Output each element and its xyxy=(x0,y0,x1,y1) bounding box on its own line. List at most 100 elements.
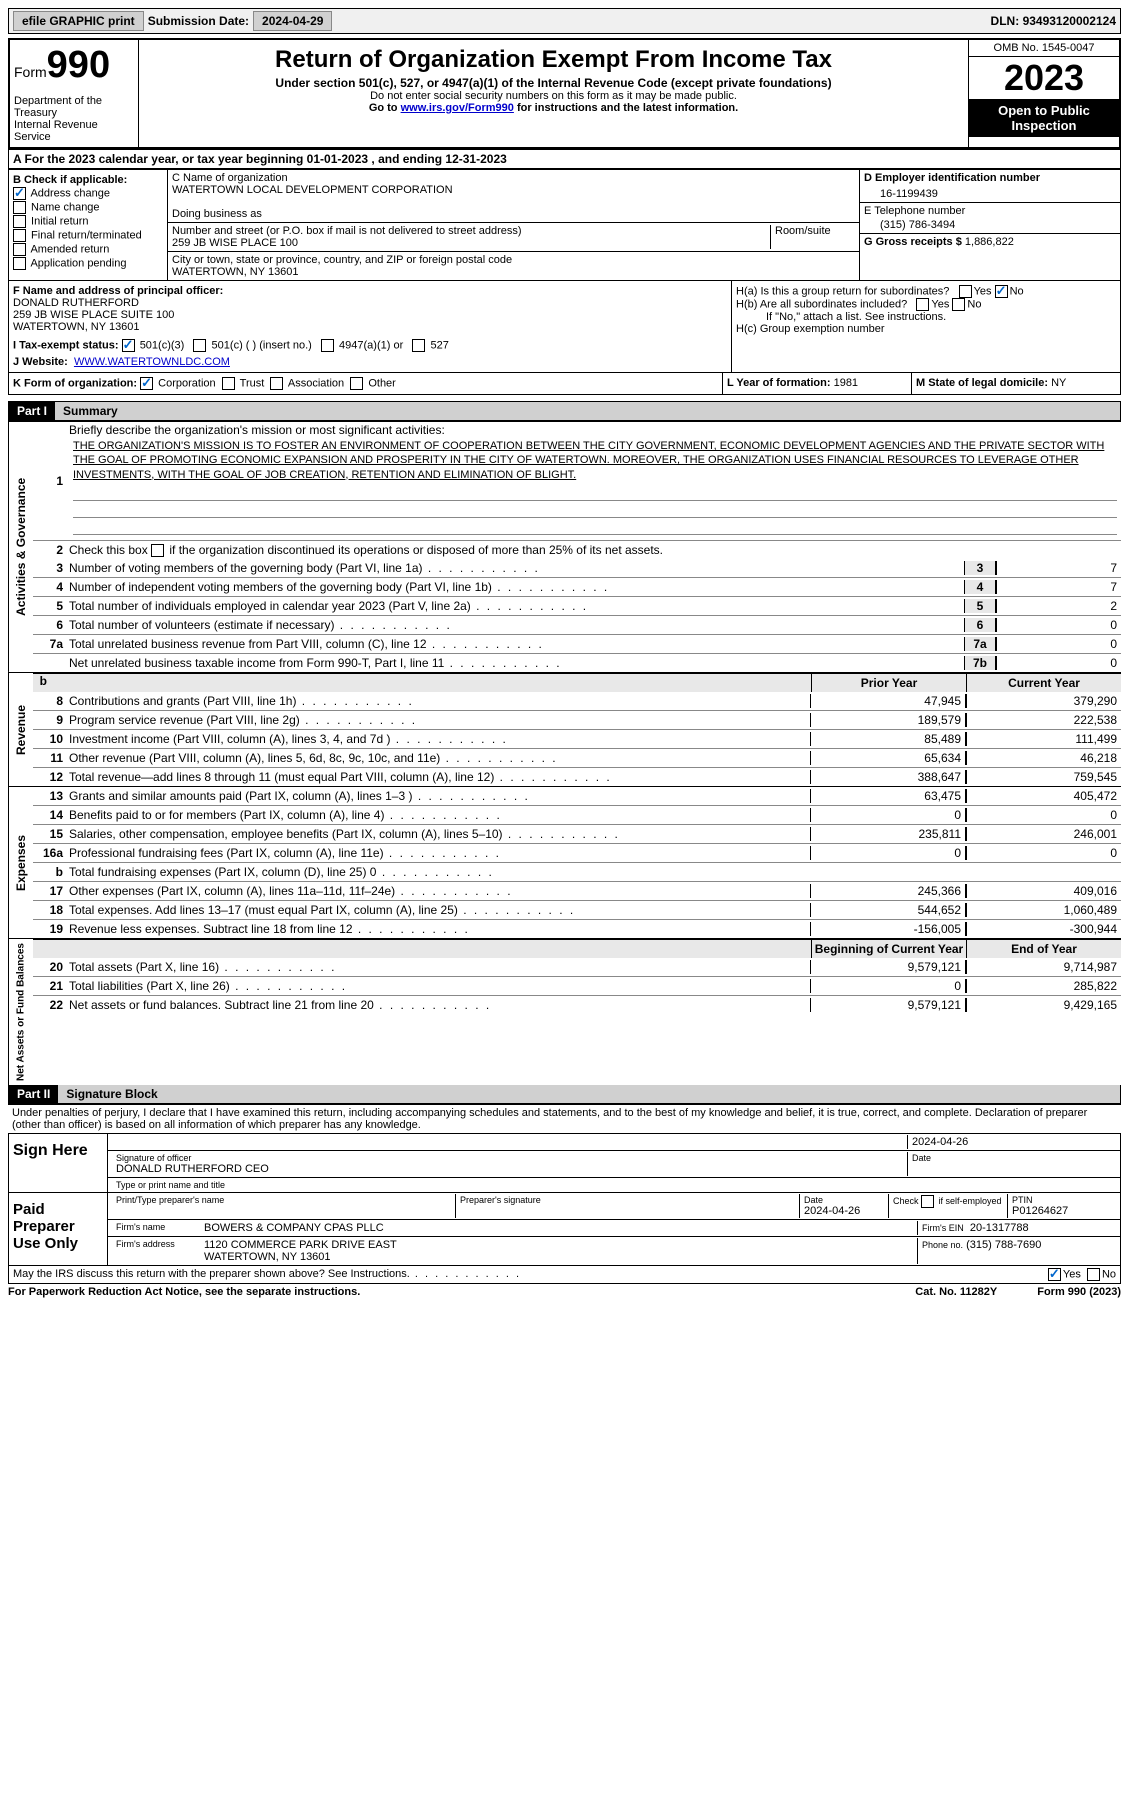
phone-label: E Telephone number xyxy=(864,205,1116,217)
officer-sig: DONALD RUTHERFORD CEO xyxy=(116,1163,903,1175)
check-b-item[interactable]: Final return/terminated xyxy=(13,229,163,242)
chk-501c[interactable] xyxy=(193,339,206,352)
summary-line: 22Net assets or fund balances. Subtract … xyxy=(33,995,1121,1014)
check-b-item[interactable]: Name change xyxy=(13,201,163,214)
expenses-label: Expenses xyxy=(8,787,33,938)
discuss-yes[interactable] xyxy=(1048,1268,1061,1281)
website-link[interactable]: WWW.WATERTOWNLDC.COM xyxy=(74,356,230,368)
dln: DLN: 93493120002124 xyxy=(991,14,1116,28)
city-label: City or town, state or province, country… xyxy=(172,254,855,266)
summary-line: 11Other revenue (Part VIII, column (A), … xyxy=(33,748,1121,767)
netassets-section: Net Assets or Fund Balances Beginning of… xyxy=(8,938,1121,1085)
section-c: C Name of organization WATERTOWN LOCAL D… xyxy=(168,170,860,280)
summary-line: 20Total assets (Part X, line 16)9,579,12… xyxy=(33,958,1121,976)
org-name: WATERTOWN LOCAL DEVELOPMENT CORPORATION xyxy=(172,184,855,196)
submission-label: Submission Date: xyxy=(148,14,249,28)
part2-badge: Part II xyxy=(9,1085,58,1103)
check-b-item[interactable]: Address change xyxy=(13,187,163,200)
paid-preparer-label: Paid Preparer Use Only xyxy=(9,1193,108,1265)
street-label: Number and street (or P.O. box if mail i… xyxy=(172,225,766,237)
k-assoc[interactable] xyxy=(270,377,283,390)
tax-year: 2023 xyxy=(969,57,1119,99)
gross-label: G Gross receipts $ xyxy=(864,236,962,248)
officer-addr2: WATERTOWN, NY 13601 xyxy=(13,321,727,333)
form-header: Form990 Department of the Treasury Inter… xyxy=(8,38,1121,149)
ein: 16-1199439 xyxy=(864,184,1116,200)
part1-badge: Part I xyxy=(9,402,55,420)
note-link: Go to www.irs.gov/Form990 for instructio… xyxy=(143,102,964,114)
signature-block: Sign Here 2024-04-26 Signature of office… xyxy=(8,1133,1121,1266)
summary-line: 12Total revenue—add lines 8 through 11 (… xyxy=(33,767,1121,786)
section-a: A For the 2023 calendar year, or tax yea… xyxy=(8,149,1121,169)
declare-text: Under penalties of perjury, I declare th… xyxy=(8,1104,1121,1133)
form-title: Return of Organization Exempt From Incom… xyxy=(143,46,964,74)
chk-527[interactable] xyxy=(412,339,425,352)
officer-name: DONALD RUTHERFORD xyxy=(13,297,727,309)
summary-line: 16aProfessional fundraising fees (Part I… xyxy=(33,843,1121,862)
form-word: Form xyxy=(14,64,47,80)
governance-label: Activities & Governance xyxy=(8,422,33,672)
block-fghij: F Name and address of principal officer:… xyxy=(8,281,1121,373)
summary-line: Net unrelated business taxable income fr… xyxy=(33,653,1121,672)
summary-line: 19Revenue less expenses. Subtract line 1… xyxy=(33,919,1121,938)
gross-receipts: 1,886,822 xyxy=(965,236,1014,248)
part1-title: Summary xyxy=(55,402,126,420)
footer-right: Form 990 (2023) xyxy=(1037,1286,1121,1298)
mission-text: THE ORGANIZATION'S MISSION IS TO FOSTER … xyxy=(69,437,1121,484)
summary-line: 18Total expenses. Add lines 13–17 (must … xyxy=(33,900,1121,919)
summary-line: 15Salaries, other compensation, employee… xyxy=(33,824,1121,843)
submission-date: 2024-04-29 xyxy=(253,11,332,31)
check-b-item[interactable]: Amended return xyxy=(13,243,163,256)
summary-line: 10Investment income (Part VIII, column (… xyxy=(33,729,1121,748)
summary-line: bTotal fundraising expenses (Part IX, co… xyxy=(33,862,1121,881)
top-bar: efile GRAPHIC print Submission Date: 202… xyxy=(8,8,1121,34)
end-year-header: End of Year xyxy=(966,940,1121,958)
form-number: 990 xyxy=(47,44,110,86)
summary-line: 13Grants and similar amounts paid (Part … xyxy=(33,787,1121,805)
hb-yes[interactable] xyxy=(916,298,929,311)
summary-line: 17Other expenses (Part IX, column (A), l… xyxy=(33,881,1121,900)
ha-no[interactable] xyxy=(995,285,1008,298)
chk-501c3[interactable] xyxy=(122,339,135,352)
begin-year-header: Beginning of Current Year xyxy=(811,940,966,958)
summary-line: 3Number of voting members of the governi… xyxy=(33,559,1121,577)
irs-link[interactable]: www.irs.gov/Form990 xyxy=(401,102,514,114)
footer-left: For Paperwork Reduction Act Notice, see … xyxy=(8,1286,360,1298)
summary-line: 5Total number of individuals employed in… xyxy=(33,596,1121,615)
hb-no[interactable] xyxy=(952,298,965,311)
row-k: K Form of organization: Corporation Trus… xyxy=(8,373,1121,395)
chk-4947[interactable] xyxy=(321,339,334,352)
ein-label: D Employer identification number xyxy=(864,172,1116,184)
hc-label: H(c) Group exemption number xyxy=(736,323,1116,335)
k-corp[interactable] xyxy=(140,377,153,390)
hb-note: If "No," attach a list. See instructions… xyxy=(736,311,1116,323)
phone: (315) 786-3494 xyxy=(864,217,1116,231)
k-other[interactable] xyxy=(350,377,363,390)
current-year-header: Current Year xyxy=(966,674,1121,692)
prior-year-header: Prior Year xyxy=(811,674,966,692)
summary-line: 7aTotal unrelated business revenue from … xyxy=(33,634,1121,653)
street: 259 JB WISE PLACE 100 xyxy=(172,237,766,249)
part2-title: Signature Block xyxy=(58,1085,165,1103)
prep-phone: (315) 788-7690 xyxy=(966,1239,1041,1251)
summary-line: 21Total liabilities (Part X, line 26)028… xyxy=(33,976,1121,995)
officer-addr1: 259 JB WISE PLACE SUITE 100 xyxy=(13,309,727,321)
org-name-label: C Name of organization xyxy=(172,172,855,184)
summary-line: 6Total number of volunteers (estimate if… xyxy=(33,615,1121,634)
summary-line: 9Program service revenue (Part VIII, lin… xyxy=(33,710,1121,729)
part1-header-row: Part I Summary xyxy=(8,401,1121,421)
netassets-label: Net Assets or Fund Balances xyxy=(8,939,33,1085)
firm-addr1: 1120 COMMERCE PARK DRIVE EAST xyxy=(204,1239,913,1251)
open-inspection: Open to Public Inspection xyxy=(969,99,1119,137)
ha-yes[interactable] xyxy=(959,285,972,298)
note-ssn: Do not enter social security numbers on … xyxy=(143,90,964,102)
revenue-section: Revenue b Prior Year Current Year 8Contr… xyxy=(8,672,1121,786)
ha-label: H(a) Is this a group return for subordin… xyxy=(736,285,1116,298)
k-trust[interactable] xyxy=(222,377,235,390)
expenses-section: Expenses 13Grants and similar amounts pa… xyxy=(8,786,1121,938)
check-b-item[interactable]: Initial return xyxy=(13,215,163,228)
ptin: P01264627 xyxy=(1012,1205,1112,1217)
efile-button[interactable]: efile GRAPHIC print xyxy=(13,11,144,31)
discuss-no[interactable] xyxy=(1087,1268,1100,1281)
check-b-item[interactable]: Application pending xyxy=(13,257,163,270)
